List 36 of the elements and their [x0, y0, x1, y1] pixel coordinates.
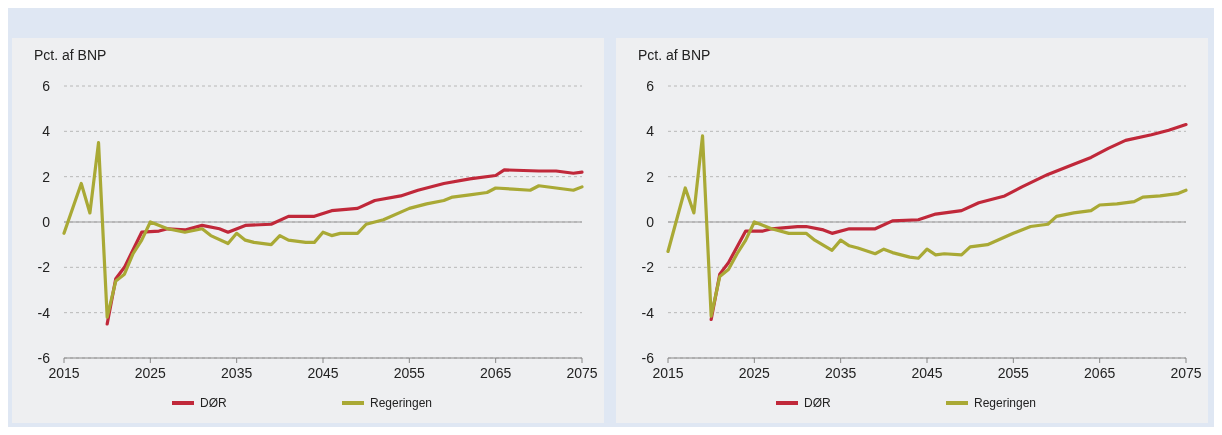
y-tick-label: -6 [641, 350, 655, 366]
legend-label: DØR [200, 396, 227, 410]
y-tick-label: 4 [42, 123, 51, 140]
y-tick-label: -4 [641, 304, 655, 321]
x-tick-label: 2045 [307, 365, 339, 381]
x-tick-label: 2015 [48, 365, 80, 381]
y-tick-label: 0 [42, 214, 51, 230]
x-tick-label: 2035 [221, 365, 253, 381]
y-axis-title: Pct. af BNP [638, 47, 711, 63]
y-tick-label: -2 [641, 259, 655, 276]
x-tick-label: 2075 [1170, 365, 1202, 381]
x-tick-label: 2035 [825, 365, 857, 381]
x-tick-label: 2055 [997, 365, 1030, 381]
y-tick-label: 6 [42, 78, 51, 94]
x-tick-label: 2065 [480, 365, 512, 381]
x-tick-label: 2025 [738, 365, 771, 381]
y-tick-label: -4 [37, 304, 51, 321]
x-tick-label: 2025 [134, 365, 167, 381]
y-tick-label: -2 [37, 259, 51, 276]
x-tick-label: 2015 [652, 365, 684, 381]
y-tick-label: 6 [646, 78, 655, 94]
y-tick-label: 2 [646, 168, 655, 185]
y-tick-label: -6 [37, 350, 51, 366]
x-tick-label: 2045 [911, 365, 943, 381]
legend-label: Regeringen [974, 396, 1037, 410]
legend-label: DØR [804, 396, 831, 410]
x-tick-label: 2055 [393, 365, 426, 381]
legend-label: Regeringen [370, 396, 433, 410]
y-tick-label: 2 [42, 168, 51, 185]
line-series [62, 141, 584, 319]
y-axis-title: Pct. af BNP [34, 47, 107, 63]
x-tick-label: 2065 [1084, 365, 1116, 381]
y-tick-label: 4 [646, 123, 655, 140]
x-tick-label: 2075 [566, 365, 598, 381]
y-tick-label: 0 [646, 214, 655, 230]
line-series [666, 134, 1188, 318]
